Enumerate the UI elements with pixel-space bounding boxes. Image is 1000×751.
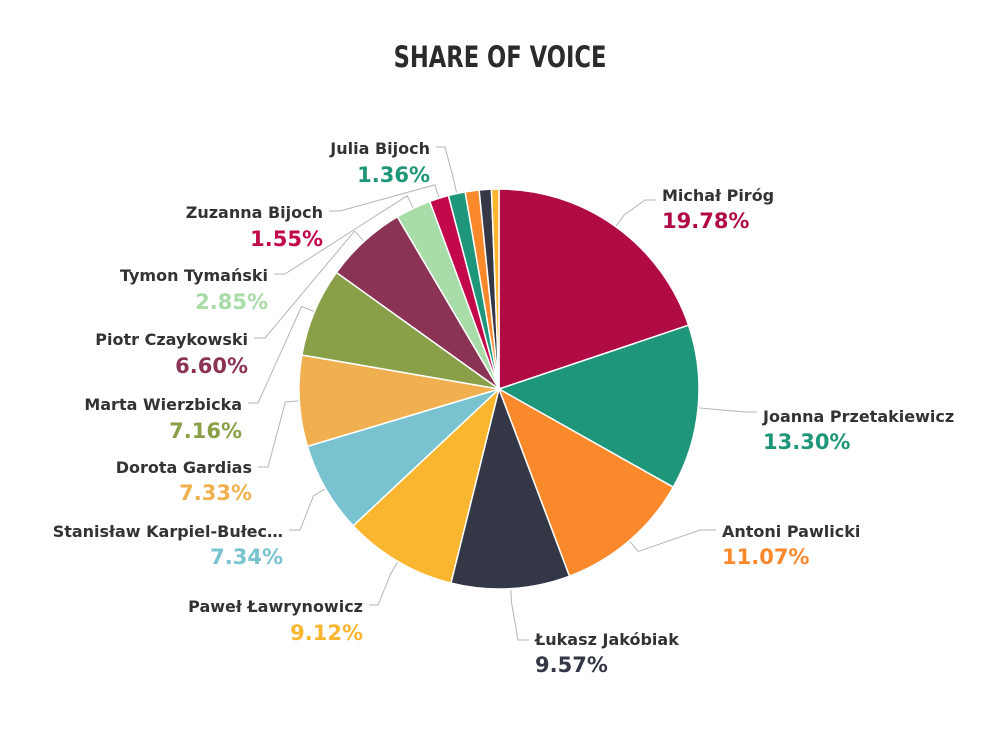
slice-label: Julia Bijoch [329,139,430,158]
leader-line [289,488,326,531]
slice-label: Stanisław Karpiel-Bułec… [53,522,283,541]
pie-slice [490,188,500,390]
leader-line [629,529,716,553]
slice-value-label: 2.85% [195,290,268,314]
slice-label: Marta Wierzbicka [84,395,242,414]
pie-slice [352,386,501,585]
leader-line [369,562,398,606]
pie-slice [498,188,690,391]
slice-label: Antoni Pawlicki [722,522,860,541]
slice-label: Dorota Gardias [116,458,252,477]
leader-line [436,146,458,193]
slice-label: Joanna Przetakiewicz [762,407,954,426]
slice-value-label: 19.78% [662,209,749,233]
slice-label: Tymon Tymański [120,266,268,285]
labels-group: Michał Piróg 19.78% Joanna Przetakiewicz 13… [53,139,954,677]
slice-label: Łukasz Jakóbiak [534,630,679,649]
slice-value-label: 1.36% [357,163,430,187]
leader-line [699,407,757,413]
slice-value-label: 13.30% [763,430,850,454]
leader-line [248,305,314,404]
slice-value-label: 1.55% [250,227,323,251]
leader-line [329,184,440,212]
pie-slice [497,324,700,489]
leader-lines-group [248,146,757,641]
slice-label: Michał Piróg [662,186,774,205]
leader-line [615,199,656,227]
pie-slice [449,386,571,590]
slice-value-label: 6.60% [175,354,248,378]
pie-slice [497,387,675,578]
slices-group [298,188,700,590]
leader-line [274,194,414,275]
leader-line [510,589,529,641]
slice-value-label: 7.16% [169,419,242,443]
leader-line [258,400,299,468]
slice-value-label: 9.12% [290,621,363,645]
slice-value-label: 7.34% [210,545,283,569]
slice-label: Zuzanna Bijoch [186,203,323,222]
slice-label: Piotr Czaykowski [95,330,248,349]
slice-value-label: 11.07% [722,545,809,569]
leader-line [254,230,364,339]
slice-value-label: 9.57% [535,653,608,677]
slice-value-label: 7.33% [179,481,252,505]
chart-title: SHARE OF VOICE [393,40,607,74]
slice-label: Paweł Ławrynowicz [188,597,363,616]
